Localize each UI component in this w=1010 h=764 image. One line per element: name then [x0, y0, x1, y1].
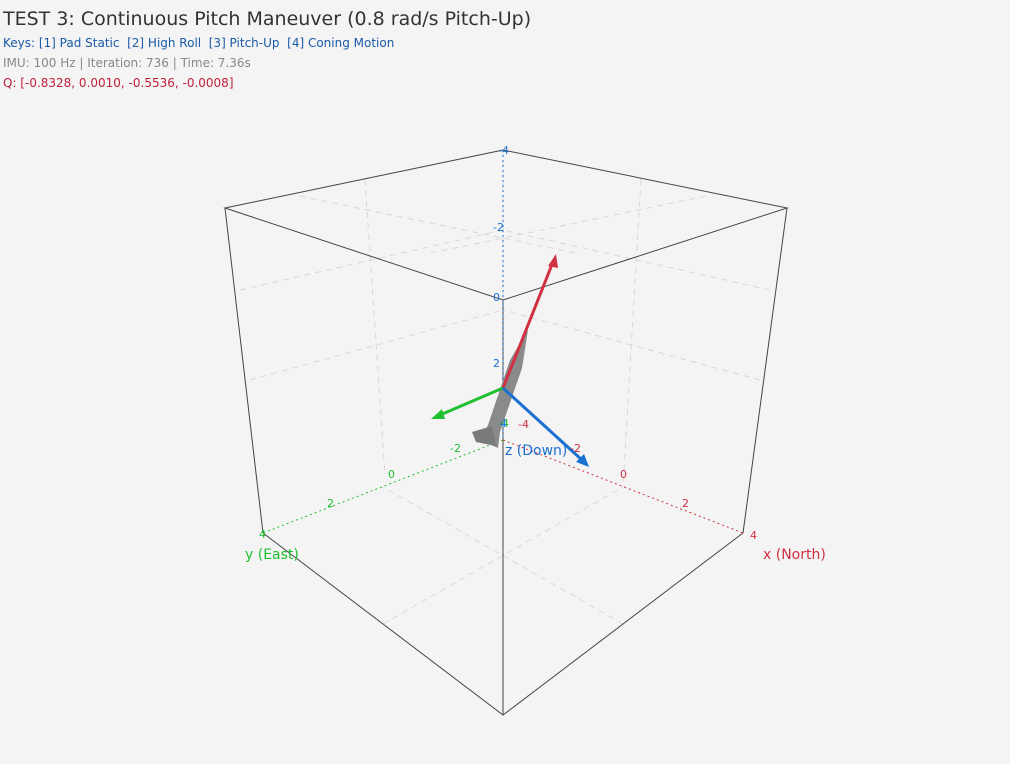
cube-frame	[223, 149, 789, 716]
title: TEST 3: Continuous Pitch Maneuver (0.8 r…	[3, 8, 532, 30]
y-axis	[262, 439, 504, 534]
tick-label: -4	[518, 418, 529, 431]
axis-label: y (East)	[245, 547, 299, 563]
rocket-fins	[472, 426, 496, 446]
tick-label: 4	[750, 529, 757, 542]
tick-label: -4	[498, 144, 509, 157]
tick-label: 2	[682, 497, 689, 510]
tick-label: 0	[388, 468, 395, 481]
tick-label: 2	[493, 357, 500, 370]
tick-label: -2	[570, 442, 581, 455]
key-help: Keys: [1] Pad Static [2] High Roll [3] P…	[3, 36, 395, 50]
tick-label: 2	[327, 497, 334, 510]
axis-label: x (North)	[763, 547, 826, 563]
tick-label: -2	[493, 221, 504, 234]
axis-label: z (Down)	[505, 443, 567, 459]
tick-label: -4	[498, 417, 509, 430]
quaternion: Q: [-0.8328, 0.0010, -0.5536, -0.0008]	[3, 76, 234, 90]
tick-label: 0	[493, 291, 500, 304]
tick-label: 4	[500, 417, 507, 430]
status: IMU: 100 Hz | Iteration: 736 | Time: 7.3…	[3, 56, 251, 70]
tick-label: -2	[450, 442, 461, 455]
body-axes	[431, 254, 589, 467]
tick-label: 0	[620, 468, 627, 481]
tick-label: 4	[259, 528, 266, 541]
